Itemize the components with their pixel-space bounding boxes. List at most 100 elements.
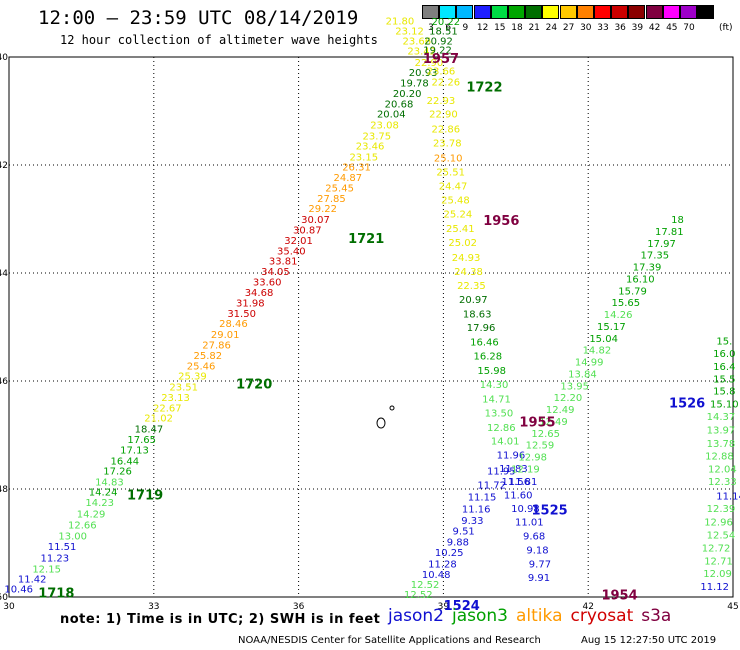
wave-height-value: 23.13 — [161, 393, 190, 404]
colorbar-label: 21 — [528, 23, 540, 33]
island-outline — [376, 417, 386, 429]
legend-item: jason2 — [388, 606, 444, 626]
wave-height-value: 35.40 — [277, 246, 306, 257]
wave-height-value: 23.46 — [356, 142, 385, 153]
wave-height-value: 18.51 — [429, 27, 458, 38]
wave-height-value: 25.82 — [194, 351, 223, 362]
wave-height-value: 27.86 — [202, 340, 231, 351]
pass-time-label: 1526 — [669, 397, 705, 412]
wave-height-value: 31.98 — [236, 299, 265, 310]
wave-height-value: 15.10 — [710, 400, 739, 411]
colorbar-swatch — [628, 5, 646, 19]
wave-height-value: 23.08 — [370, 121, 399, 132]
wave-height-value: 11.56 — [501, 477, 530, 488]
pass-time-label: 1524 — [444, 599, 480, 610]
wave-height-value: 22.35 — [457, 281, 486, 292]
page-title: 12:00 – 23:59 UTC 08/14/2019 — [38, 7, 359, 29]
wave-height-value: 16.0 — [713, 349, 735, 360]
wave-height-value: 12.20 — [554, 393, 583, 404]
wave-height-value: 17.97 — [647, 239, 676, 250]
wave-height-value: 22.90 — [429, 110, 458, 121]
wave-height-value: 20.20 — [393, 89, 422, 100]
wave-height-value: 24.93 — [452, 253, 481, 264]
pass-time-label: 1720 — [236, 378, 272, 393]
colorbar-swatch — [439, 5, 457, 19]
wave-height-value: 9.51 — [453, 527, 475, 538]
wave-height-value: 14.71 — [482, 394, 511, 405]
wave-height-value: 10.98 — [511, 504, 540, 515]
y-tick-label: -44 — [0, 269, 8, 279]
x-tick-label: 36 — [293, 602, 305, 610]
legend-item: s3a — [641, 606, 672, 626]
wave-height-value: 14.24 — [89, 488, 118, 499]
wave-height-value: 12.98 — [518, 453, 547, 464]
wave-height-value: 25.45 — [325, 184, 354, 195]
wave-height-value: 14.37 — [707, 412, 736, 423]
wave-height-value: 20.92 — [424, 36, 453, 47]
colorbar-swatch — [490, 5, 508, 19]
pass-time-label: 1954 — [601, 588, 637, 603]
wave-height-value: 24.47 — [439, 182, 468, 193]
colorbar-label: 27 — [562, 23, 575, 33]
wave-height-value: 15.17 — [597, 322, 626, 333]
wave-height-value: 11.14 — [716, 491, 740, 502]
wave-height-value: 11.15 — [468, 493, 497, 504]
wave-height-value: 11.96 — [497, 450, 526, 461]
wave-height-value: 10.25 — [435, 548, 464, 559]
wave-height-value: 13.78 — [707, 439, 736, 450]
wave-height-value: 12.49 — [546, 405, 575, 416]
wave-height-value: 23.12 — [395, 27, 424, 38]
wave-height-value: 15.04 — [589, 334, 618, 345]
wave-height-value: 22.67 — [153, 403, 182, 414]
wave-height-value: 17.96 — [467, 323, 496, 334]
wave-height-value: 9.88 — [447, 537, 469, 548]
wave-height-value: 13.95 — [560, 381, 589, 392]
x-tick-label: 33 — [148, 602, 159, 610]
wave-height-value: 16.46 — [470, 338, 499, 349]
wave-height-value: 9.68 — [523, 531, 545, 542]
wave-height-value: 15.8 — [713, 387, 735, 398]
wave-height-value: 23.42 — [407, 47, 436, 58]
wave-height-value: 22.93 — [427, 96, 456, 107]
wave-height-value: 16.44 — [111, 456, 140, 467]
wave-height-value: 13.00 — [58, 531, 87, 542]
wave-height-value: 34.05 — [261, 267, 290, 278]
x-tick-label: 39 — [438, 602, 450, 610]
wave-height-value: 10.48 — [422, 570, 451, 581]
wave-height-value: 18.63 — [463, 310, 492, 321]
wave-height-value: 23.15 — [349, 152, 378, 163]
wave-height-value: 29.22 — [308, 204, 337, 215]
wave-height-value: 14.99 — [575, 358, 604, 369]
colorbar-label: 12 — [476, 23, 489, 33]
colorbar-swatch — [542, 5, 560, 19]
wave-height-value: 12.15 — [32, 564, 61, 575]
pass-time-label: 1525 — [531, 504, 567, 519]
wave-height-value: 9.77 — [529, 560, 551, 571]
colorbar-swatch — [697, 5, 715, 19]
altimeter-plot: 303336394245-40-42-44-46-48-5010.4611.42… — [0, 16, 740, 610]
wave-height-value: 17.13 — [120, 446, 149, 457]
colorbar-label: 33 — [597, 23, 609, 33]
wave-height-value: 14.30 — [480, 380, 509, 391]
pass-time-label: 1955 — [519, 416, 555, 431]
wave-height-value: 17.39 — [633, 263, 662, 274]
colorbar-swatch — [611, 5, 629, 19]
wave-height-value: 11.60 — [504, 490, 533, 501]
wave-height-value: 30.07 — [301, 215, 330, 226]
wave-height-value: 25.39 — [178, 372, 207, 383]
pass-time-label: 1719 — [127, 488, 163, 503]
wave-height-value: 27.85 — [317, 194, 346, 205]
legend-item: cryosat — [570, 606, 634, 626]
page-subtitle: 12 hour collection of altimeter wave hei… — [60, 33, 378, 47]
x-tick-label: 30 — [3, 602, 15, 610]
wave-height-value: 20.22 — [431, 17, 460, 28]
wave-height-value: 12.49 — [539, 417, 568, 428]
wave-height-value: 34.68 — [245, 288, 274, 299]
wave-height-value: 25.51 — [436, 167, 465, 178]
colorbar-label: 42 — [648, 23, 661, 33]
wave-height-value: 14.26 — [604, 310, 633, 321]
y-tick-label: -42 — [0, 161, 8, 171]
x-tick-label: 45 — [727, 602, 738, 610]
wave-height-value: 25.24 — [444, 210, 473, 221]
wave-height-value: 12.59 — [526, 441, 555, 452]
